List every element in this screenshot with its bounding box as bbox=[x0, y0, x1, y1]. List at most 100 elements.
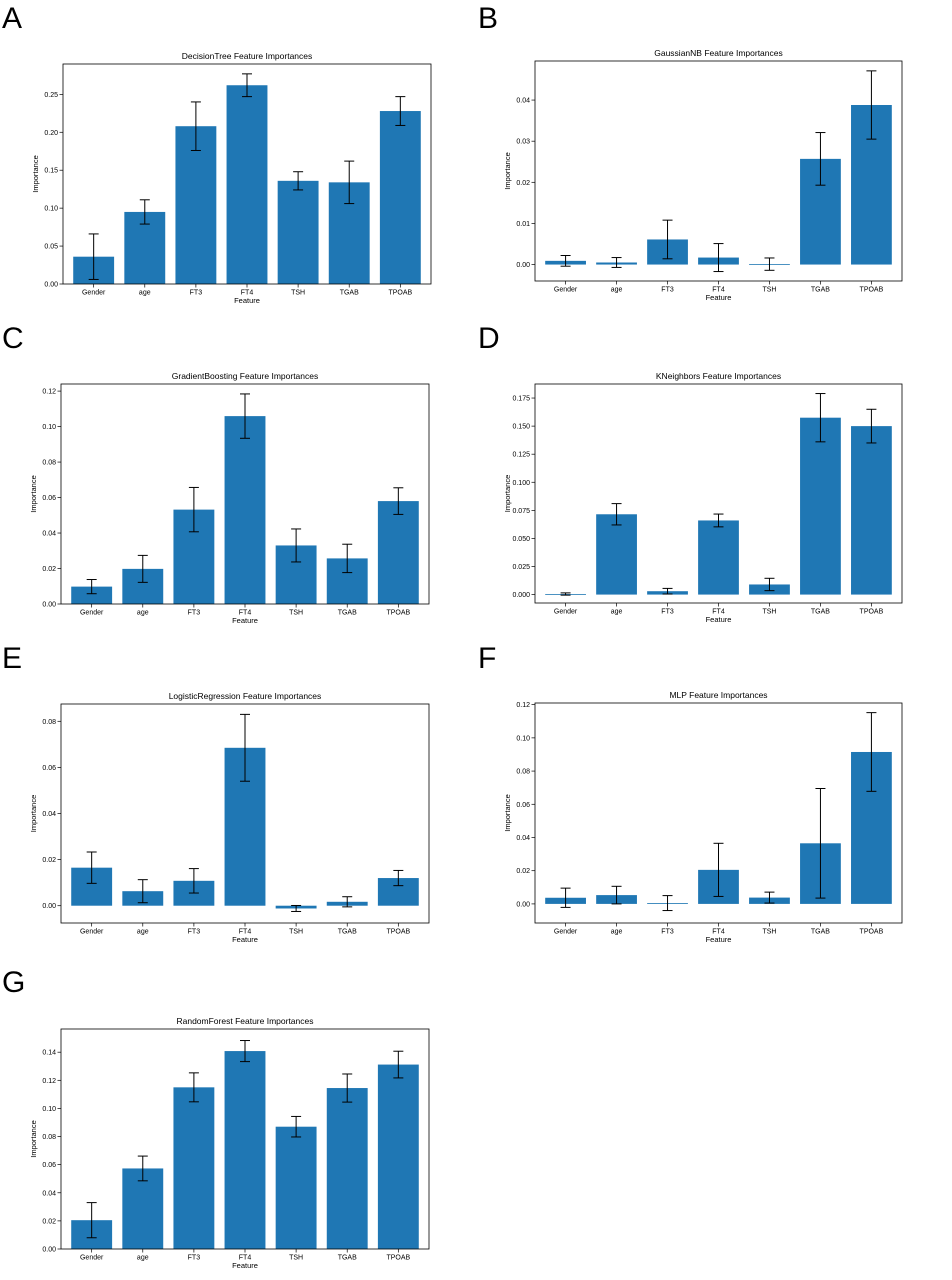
x-tick-label: FT3 bbox=[661, 609, 674, 616]
y-tick-label: 0.14 bbox=[42, 1050, 56, 1057]
chart-panel-g: G RandomForest Feature Importances 0.00 0.0… bbox=[2, 966, 430, 1270]
y-tick-label: 0.125 bbox=[512, 452, 530, 459]
y-tick-label: 0.12 bbox=[516, 702, 530, 709]
bar-ft4 bbox=[698, 520, 739, 595]
y-tick-label: 0.04 bbox=[516, 835, 530, 842]
y-tick-label: 0.01 bbox=[516, 221, 530, 228]
x-tick-label: Gender bbox=[554, 287, 578, 294]
x-tick-label: age bbox=[139, 290, 151, 297]
panel-letter: F bbox=[478, 642, 496, 675]
x-tick-label: TSH bbox=[762, 929, 776, 936]
y-tick-label: 0.000 bbox=[512, 592, 530, 599]
y-tick-label: 0.25 bbox=[44, 92, 58, 99]
y-axis-label: Importance bbox=[29, 475, 38, 513]
y-axis-label: Importance bbox=[29, 1120, 38, 1158]
x-tick-label: TPOAB bbox=[386, 610, 410, 617]
x-tick-label: Gender bbox=[82, 290, 106, 297]
x-axis-label: Feature bbox=[232, 1261, 258, 1270]
x-tick-label: TGAB bbox=[338, 929, 357, 936]
x-tick-label: TGAB bbox=[811, 609, 830, 616]
bar-ft4 bbox=[224, 1051, 266, 1249]
panel-letter: C bbox=[2, 322, 24, 355]
x-tick-label: FT3 bbox=[188, 1255, 201, 1262]
panel-letter: E bbox=[2, 642, 22, 675]
x-tick-label: FT4 bbox=[239, 929, 252, 936]
x-tick-label: TPOAB bbox=[860, 929, 884, 936]
y-tick-label: 0.05 bbox=[44, 244, 58, 251]
bar-tsh bbox=[275, 1126, 317, 1249]
y-tick-label: 0.00 bbox=[42, 903, 56, 910]
x-tick-label: TSH bbox=[762, 609, 776, 616]
y-tick-label: 0.06 bbox=[516, 802, 530, 809]
x-tick-label: FT4 bbox=[712, 929, 725, 936]
y-tick-label: 0.04 bbox=[42, 1190, 56, 1197]
chart-title: MLP Feature Importances bbox=[669, 690, 767, 700]
y-tick-label: 0.08 bbox=[42, 460, 56, 467]
chart-title: GradientBoosting Feature Importances bbox=[172, 371, 318, 381]
chart-panel-e: E LogisticRegression Feature Importances 0… bbox=[2, 642, 430, 944]
y-tick-label: 0.00 bbox=[42, 602, 56, 609]
x-tick-label: TSH bbox=[762, 287, 776, 294]
chart-title: KNeighbors Feature Importances bbox=[656, 371, 781, 381]
x-tick-label: TGAB bbox=[338, 1255, 357, 1262]
y-tick-label: 0.06 bbox=[42, 495, 56, 502]
y-tick-label: 0.04 bbox=[516, 98, 530, 105]
chart-panel-f: F MLP Feature Importances 0.00 0.02 0.04 0.06… bbox=[478, 642, 903, 944]
x-tick-label: FT3 bbox=[190, 290, 203, 297]
x-tick-label: TPOAB bbox=[386, 929, 410, 936]
bar-tpoab bbox=[379, 111, 421, 284]
y-tick-label: 0.050 bbox=[512, 536, 530, 543]
panel-letter: A bbox=[2, 2, 22, 35]
bar-age bbox=[596, 514, 637, 595]
y-tick-label: 0.00 bbox=[42, 1247, 56, 1254]
x-tick-label: TSH bbox=[289, 929, 303, 936]
y-tick-label: 0.12 bbox=[42, 1078, 56, 1085]
x-tick-label: age bbox=[611, 929, 623, 936]
y-tick-label: 0.20 bbox=[44, 130, 58, 137]
chart-title: GaussianNB Feature Importances bbox=[654, 48, 783, 58]
x-tick-label: TPOAB bbox=[388, 290, 412, 297]
x-tick-label: TSH bbox=[289, 1255, 303, 1262]
bar-tpoab bbox=[377, 501, 419, 604]
y-axis-label: Importance bbox=[503, 152, 512, 190]
x-tick-label: FT3 bbox=[188, 610, 201, 617]
x-tick-label: FT3 bbox=[188, 929, 201, 936]
x-tick-label: TPOAB bbox=[860, 609, 884, 616]
bar-tpoab bbox=[851, 426, 892, 595]
y-tick-label: 0.08 bbox=[516, 769, 530, 776]
y-tick-label: 0.02 bbox=[42, 857, 56, 864]
x-tick-label: TSH bbox=[289, 610, 303, 617]
y-tick-label: 0.075 bbox=[512, 508, 530, 515]
y-tick-label: 0.03 bbox=[516, 139, 530, 146]
y-tick-label: 0.150 bbox=[512, 424, 530, 431]
x-tick-label: TPOAB bbox=[386, 1255, 410, 1262]
bar-ft3 bbox=[175, 126, 217, 284]
y-tick-label: 0.02 bbox=[516, 868, 530, 875]
chart-panel-c: C GradientBoosting Feature Importances 0.0… bbox=[2, 322, 430, 625]
x-tick-label: Gender bbox=[80, 929, 104, 936]
y-tick-label: 0.10 bbox=[42, 424, 56, 431]
y-tick-label: 0.08 bbox=[42, 719, 56, 726]
y-tick-label: 0.175 bbox=[512, 396, 530, 403]
chart-panel-a: A DecisionTree Feature Importances 0.00 0.0… bbox=[2, 2, 432, 305]
y-tick-label: 0.02 bbox=[42, 566, 56, 573]
y-tick-label: 0.10 bbox=[44, 206, 58, 213]
chart-title: RandomForest Feature Importances bbox=[176, 1016, 313, 1026]
x-axis-label: Feature bbox=[232, 616, 258, 625]
y-tick-label: 0.15 bbox=[44, 168, 58, 175]
bar-ft4 bbox=[224, 416, 266, 604]
chart-title: LogisticRegression Feature Importances bbox=[169, 691, 322, 701]
x-tick-label: age bbox=[137, 610, 149, 617]
y-tick-label: 0.10 bbox=[516, 735, 530, 742]
y-tick-label: 0.100 bbox=[512, 480, 530, 487]
bar-tgab bbox=[800, 417, 841, 595]
y-tick-label: 0.02 bbox=[42, 1218, 56, 1225]
y-axis-label: Importance bbox=[503, 475, 512, 513]
x-tick-label: FT3 bbox=[661, 929, 674, 936]
x-tick-label: age bbox=[137, 1255, 149, 1262]
x-tick-label: TSH bbox=[291, 290, 305, 297]
x-tick-label: FT3 bbox=[661, 287, 674, 294]
bar-gender bbox=[71, 586, 113, 604]
x-tick-label: TGAB bbox=[811, 929, 830, 936]
